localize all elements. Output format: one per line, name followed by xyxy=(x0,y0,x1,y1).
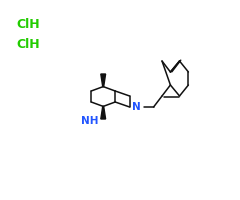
Text: NH: NH xyxy=(81,116,99,126)
Text: ClH: ClH xyxy=(17,18,40,30)
Polygon shape xyxy=(101,74,106,87)
Polygon shape xyxy=(101,106,106,119)
Text: ClH: ClH xyxy=(17,38,40,50)
Text: N: N xyxy=(132,102,141,112)
